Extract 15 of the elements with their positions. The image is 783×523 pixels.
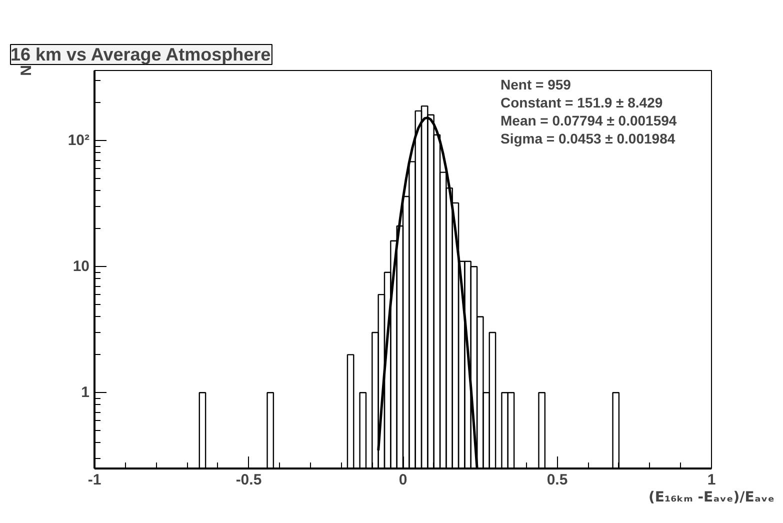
- annotation: Sigma = 0.0453 ± 0.001984: [500, 130, 676, 146]
- x-tick-label: 0.5: [546, 472, 568, 488]
- x-tick-label: -0.5: [236, 472, 262, 488]
- x-tick-label: 0: [398, 472, 408, 488]
- chart-title: 16 km vs Average Atmosphere: [10, 44, 271, 64]
- y-tick-label: 10: [72, 258, 90, 276]
- x-axis-title: (E₁₆ₖₘ -Eₐᵥₑ)/Eₐᵥₑ: [648, 490, 774, 506]
- annotation: Nent = 959: [500, 76, 572, 92]
- y-axis-title: N: [18, 65, 35, 76]
- annotation: Constant = 151.9 ± 8.429: [500, 94, 663, 110]
- y-tick-label: 1: [81, 384, 90, 402]
- annotation: Mean = 0.07794 ± 0.001594: [500, 112, 677, 128]
- x-tick-label: 1: [707, 472, 716, 488]
- y-tick-label: 10²: [68, 132, 90, 150]
- x-tick-label: -1: [88, 472, 102, 488]
